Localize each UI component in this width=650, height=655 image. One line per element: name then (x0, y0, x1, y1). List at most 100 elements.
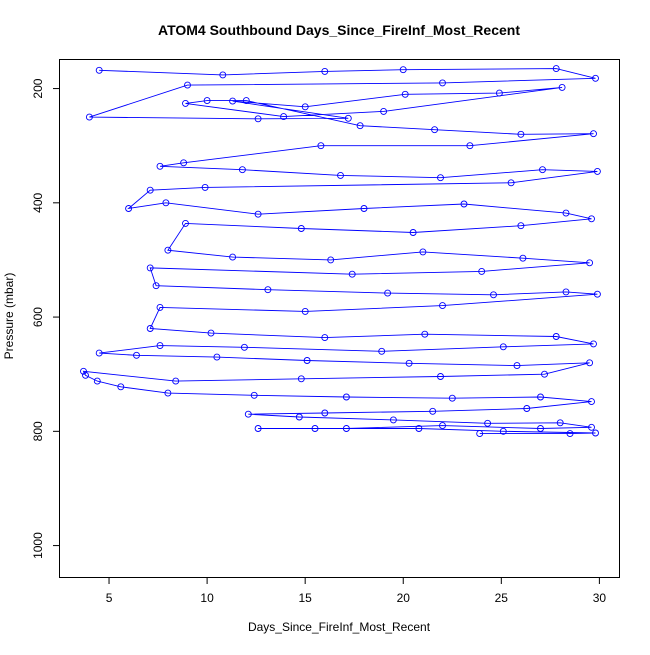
data-point (156, 303, 164, 311)
data-point (419, 248, 427, 256)
data-point (562, 288, 570, 296)
data-point (164, 389, 172, 397)
data-point (592, 429, 599, 437)
data-point (301, 103, 309, 111)
y-tick-label: 800 (31, 421, 45, 441)
data-point (250, 391, 258, 399)
data-point (213, 353, 221, 361)
data-point (244, 410, 252, 418)
data-point (125, 205, 133, 212)
data-point (297, 375, 305, 383)
data-point (117, 383, 125, 391)
data-point (409, 229, 417, 236)
data-point (429, 407, 437, 415)
series-line (82, 68, 598, 435)
data-point (588, 215, 595, 223)
data-point (384, 289, 392, 297)
data-point (182, 219, 189, 227)
data-point (592, 74, 599, 82)
data-point (552, 333, 560, 340)
data-point (240, 343, 248, 351)
data-point (133, 351, 140, 359)
data-point (537, 393, 544, 401)
x-tick-label: 25 (495, 591, 509, 605)
data-point (517, 222, 525, 230)
data-point (321, 334, 329, 342)
data-point (499, 427, 507, 435)
data-point (321, 67, 329, 75)
data-point (439, 422, 446, 430)
data-point (207, 329, 215, 337)
data-point (321, 409, 329, 417)
data-point (562, 209, 570, 217)
data-point (566, 430, 574, 438)
data-point (513, 362, 521, 370)
data-point (537, 425, 544, 432)
data-point (229, 97, 237, 105)
data-point (439, 302, 446, 310)
x-tick-label: 20 (397, 591, 411, 605)
data-point (184, 81, 191, 89)
data-point (356, 122, 364, 130)
y-axis-label: Pressure (mbar) (2, 273, 16, 360)
data-point (337, 171, 344, 179)
x-tick-label: 15 (298, 591, 312, 605)
data-point (342, 393, 350, 401)
data-point (588, 398, 595, 406)
data-point (460, 200, 468, 208)
data-point (344, 114, 352, 122)
data-point (590, 340, 597, 348)
data-point (437, 373, 444, 380)
data-point (495, 89, 503, 97)
data-point (552, 65, 560, 73)
data-point (401, 90, 409, 98)
data-point (342, 425, 350, 432)
x-tick-label: 5 (106, 591, 113, 605)
data-point (180, 159, 188, 167)
data-point (203, 97, 211, 105)
data-point (254, 210, 262, 218)
data-point (229, 253, 237, 261)
data-point (348, 270, 356, 278)
data-point (146, 325, 154, 332)
data-point (297, 225, 305, 232)
x-axis-label: Days_Since_FireInf_Most_Recent (248, 620, 431, 634)
data-point (219, 71, 227, 79)
y-tick-label: 200 (31, 78, 45, 98)
data-point (238, 166, 246, 174)
data-point (162, 199, 170, 207)
data-point (95, 66, 103, 74)
data-point (327, 256, 335, 264)
data-point (507, 179, 515, 187)
data-point (242, 97, 250, 105)
data-point (317, 142, 325, 150)
data-point (466, 142, 474, 150)
data-point (146, 186, 154, 194)
data-point (378, 347, 386, 355)
data-point (399, 66, 407, 74)
data-point (280, 113, 288, 121)
data-point (264, 286, 272, 294)
data-point (95, 349, 103, 357)
data-point (541, 370, 548, 378)
data-point (301, 307, 309, 315)
x-tick-label: 10 (200, 591, 214, 605)
data-point (82, 371, 89, 379)
data-point (164, 246, 172, 254)
data-point (254, 115, 262, 123)
y-tick-label: 400 (31, 192, 45, 212)
data-point (156, 162, 164, 170)
data-point (478, 267, 486, 275)
data-point (85, 113, 93, 121)
y-tick-label: 600 (31, 307, 45, 327)
data-point (380, 107, 388, 115)
data-point (201, 183, 209, 191)
data-point (588, 423, 595, 431)
y-tick-label: 1000 (31, 532, 45, 559)
data-point (556, 419, 564, 427)
data-point (439, 79, 446, 87)
chart-title: ATOM4 Southbound Days_Since_FireInf_Most… (158, 22, 520, 38)
data-point (415, 425, 423, 432)
